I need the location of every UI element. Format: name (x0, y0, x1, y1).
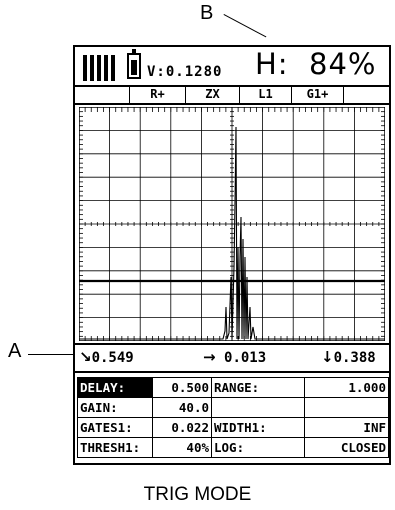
delay-value[interactable]: 0.500 (152, 377, 212, 398)
width1-value[interactable]: INF (304, 417, 389, 438)
h-reading: H: 84% (255, 47, 377, 81)
thresh1-label[interactable]: THRESH1: (77, 437, 153, 458)
measurement-readout: ↘0.549 → 0.013 ↓0.388 (75, 343, 389, 373)
tab-g1-plus[interactable]: G1+ (291, 85, 343, 103)
callout-leader-b (223, 14, 267, 38)
velocity-readout: V:0.1280 (147, 64, 223, 80)
gain-value[interactable]: 40.0 (152, 397, 212, 418)
signal-strength-icon (83, 55, 118, 81)
empty-value (304, 397, 389, 418)
waveform-trace (79, 126, 385, 340)
signal-bar (83, 55, 87, 81)
gates1-value[interactable]: 0.022 (152, 417, 212, 438)
battery-fill (131, 59, 137, 75)
delay-label[interactable]: DELAY: (77, 377, 153, 398)
param-row-thresh1[interactable]: THRESH1: 40% LOG: CLOSED (77, 437, 389, 458)
range-label[interactable]: RANGE: (211, 377, 305, 398)
gauge-screen: V:0.1280 H: 84% R+ ZX L1 G1+ ↘0.549 → 0.… (73, 45, 391, 465)
param-row-gain[interactable]: GAIN: 40.0 (77, 397, 389, 418)
parameter-table: DELAY: 0.500 RANGE: 1.000 GAIN: 40.0 GAT… (77, 377, 389, 458)
callout-label-a: A (8, 340, 22, 362)
status-bar: V:0.1280 H: 84% (75, 47, 389, 87)
signal-bar (90, 55, 94, 81)
horizontal-value: 0.013 (224, 350, 267, 366)
gate-tabs: R+ ZX L1 G1+ (75, 85, 389, 105)
range-value[interactable]: 1.000 (304, 377, 389, 398)
width1-label[interactable]: WIDTH1: (211, 417, 305, 438)
param-row-gates1[interactable]: GATES1: 0.022 WIDTH1: INF (77, 417, 389, 438)
gain-label[interactable]: GAIN: (77, 397, 153, 418)
tab-blank-1[interactable] (75, 85, 129, 103)
signal-bar (104, 55, 108, 81)
param-row-delay[interactable]: DELAY: 0.500 RANGE: 1.000 (77, 377, 389, 398)
tab-blank-2[interactable] (343, 85, 389, 103)
battery-icon (127, 49, 141, 79)
tab-l1[interactable]: L1 (239, 85, 291, 103)
thickness-arrow-icon: ↘ (79, 348, 92, 366)
mode-caption: TRIG MODE (143, 484, 252, 505)
thresh1-value[interactable]: 40% (152, 437, 212, 458)
signal-bar (97, 55, 101, 81)
waveform-display (79, 107, 385, 341)
horizontal-arrow-icon: → (203, 348, 216, 366)
gates1-label[interactable]: GATES1: (77, 417, 153, 438)
signal-bar (111, 55, 115, 81)
depth-value: 0.388 (333, 350, 376, 366)
log-label[interactable]: LOG: (211, 437, 305, 458)
log-value[interactable]: CLOSED (304, 437, 389, 458)
empty-label (211, 397, 305, 418)
thickness-value: 0.549 (91, 350, 134, 366)
tab-zx[interactable]: ZX (185, 85, 239, 103)
callout-leader-a (28, 354, 73, 355)
tab-r-plus[interactable]: R+ (129, 85, 185, 103)
callout-label-b: B (200, 2, 214, 24)
depth-arrow-icon: ↓ (321, 348, 334, 366)
